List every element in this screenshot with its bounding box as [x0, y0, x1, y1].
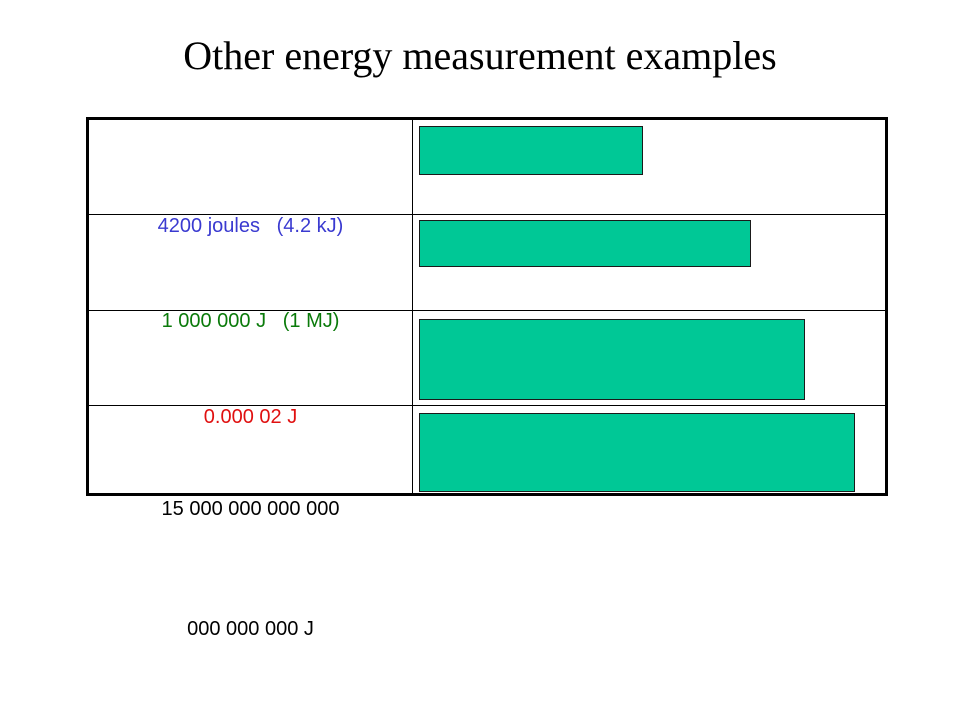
energy-value-cell: 0.000 02 J [89, 311, 413, 428]
energy-table: 4200 joules (4.2 kJ) 1 000 000 J (1 MJ) … [86, 117, 888, 640]
hidden-answer-box[interactable] [419, 126, 643, 175]
table-row: 15 000 000 000 000 000 000 000 J [89, 406, 885, 640]
energy-value-line: 15 000 000 000 000 [161, 498, 340, 520]
energy-value-line: 1 000 000 J (1 MJ) [161, 310, 340, 332]
energy-value-line: 4200 joules (4.2 kJ) [157, 215, 344, 237]
energy-value-cell: 1 000 000 J (1 MJ) [89, 215, 413, 332]
table-row: 4200 joules (4.2 kJ) [89, 120, 885, 237]
table-row: 0.000 02 J [89, 311, 885, 428]
table-row: 1 000 000 J (1 MJ) [89, 215, 885, 332]
energy-value-line: 000 000 000 J [187, 618, 314, 640]
hidden-answer-box[interactable] [419, 220, 751, 267]
energy-value-line: 0.000 02 J [203, 406, 298, 428]
hidden-answer-box[interactable] [419, 319, 805, 400]
hidden-answer-box[interactable] [419, 413, 855, 492]
slide-title: Other energy measurement examples [183, 33, 777, 78]
energy-value-cell: 4200 joules (4.2 kJ) [89, 120, 413, 237]
energy-value-cell: 15 000 000 000 000 000 000 000 J [89, 406, 413, 640]
